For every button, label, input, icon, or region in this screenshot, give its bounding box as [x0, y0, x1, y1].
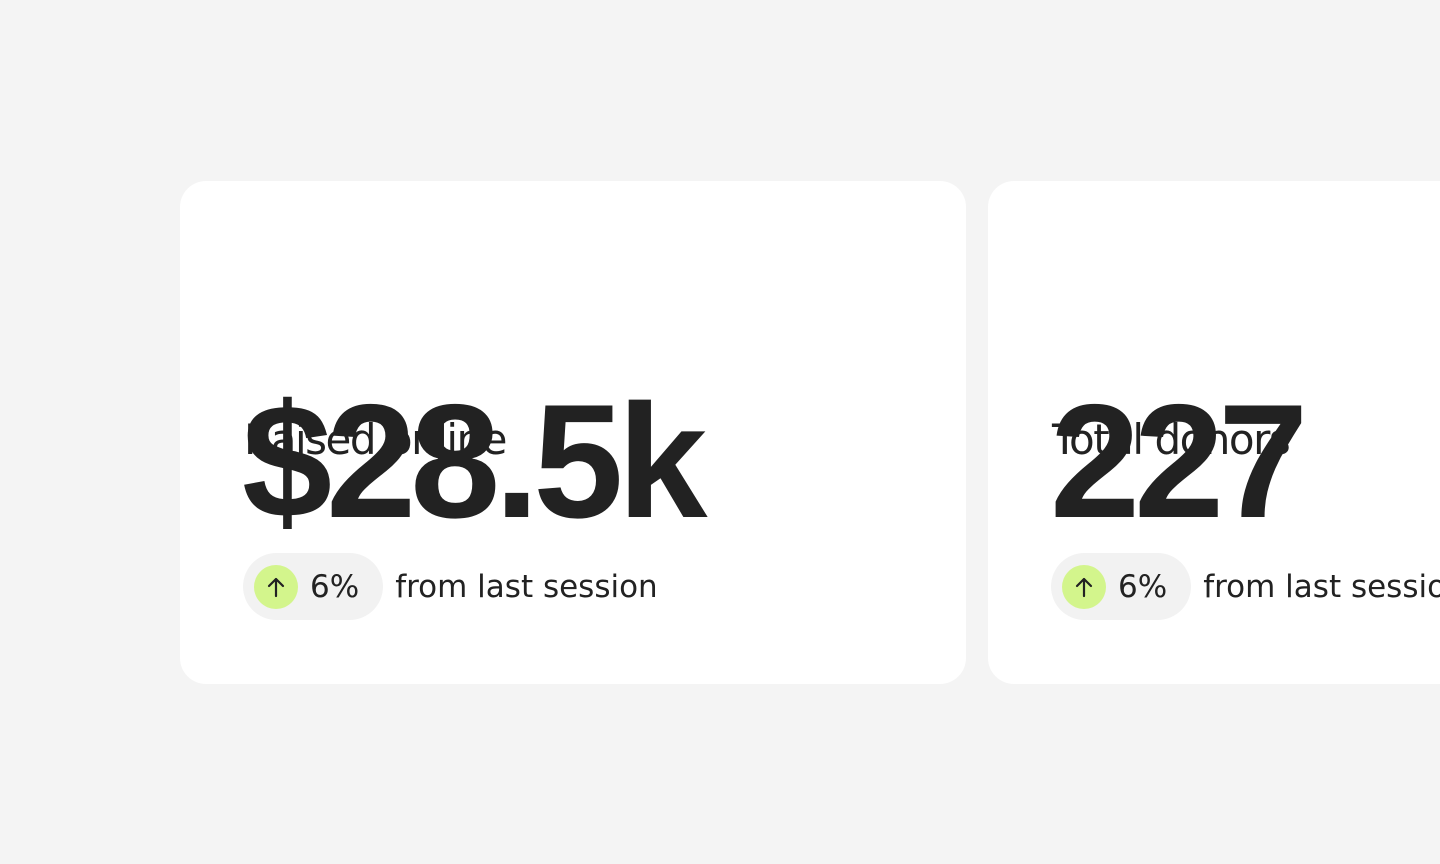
stat-card: Total donors 227 6% from last session — [988, 181, 1440, 684]
change-note: from last session — [395, 568, 658, 605]
change-row: 6% from last session — [243, 553, 658, 620]
change-value: 6% — [1118, 568, 1168, 605]
card-label: Raised online — [244, 415, 508, 464]
stat-value: $28.5k — [242, 371, 707, 552]
arrow — [1075, 577, 1093, 597]
arrow — [267, 577, 285, 597]
up-arrow-icon — [254, 564, 298, 609]
change-pill: 6% — [243, 553, 384, 620]
change-row: 6% from last session — [1051, 553, 1440, 620]
change-pill: 6% — [1051, 553, 1192, 620]
stat-card: Raised online $28.5k 6% from last session — [180, 181, 966, 684]
stat-value: 227 — [1050, 371, 1308, 552]
up-arrow-icon — [1062, 564, 1106, 609]
change-value: 6% — [310, 568, 360, 605]
card-label: Total donors — [1052, 415, 1291, 464]
change-note: from last session — [1203, 568, 1440, 605]
